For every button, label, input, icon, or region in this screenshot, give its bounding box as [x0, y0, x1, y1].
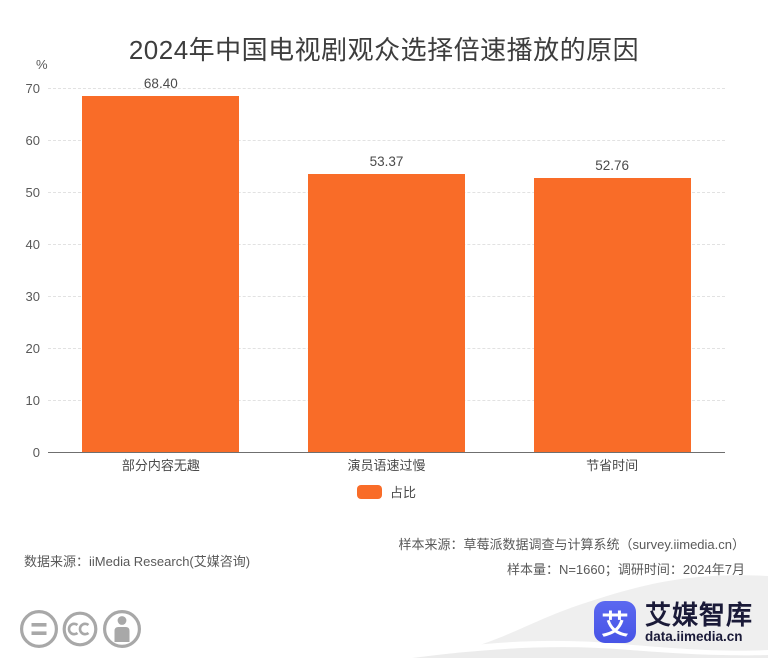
- x-category-label: 部分内容无趣: [121, 458, 200, 473]
- y-tick-label: 70: [25, 81, 40, 96]
- bar: [82, 96, 240, 452]
- y-axis-unit-label: %: [36, 57, 48, 72]
- legend-swatch: [356, 484, 382, 499]
- bar: [308, 174, 465, 452]
- y-tick-label: 50: [25, 185, 40, 200]
- brand-name: 艾媒智库: [645, 600, 754, 630]
- brand-text-block: 艾媒智库 data.iimedia.cn: [645, 601, 753, 645]
- x-category-label: 演员语速过慢: [347, 458, 426, 473]
- brand-domain: data.iimedia.cn: [645, 629, 743, 644]
- y-tick-label: 20: [25, 341, 40, 356]
- bar-chart-plot-area: 0 10 20 30 40 50 60 70 68.40 部分内容无趣 53.37 演员语速过慢 52.…: [25, 76, 725, 473]
- gridline: [48, 88, 725, 89]
- y-tick-label: 40: [25, 237, 40, 252]
- sample-info-line: 样本量：N=1660；调研时间：2024年7月: [506, 562, 745, 577]
- bar: [533, 177, 691, 452]
- sample-source-note: 样本来源：草莓派数据调查与计算系统（survey.iimedia.cn） 样本量…: [399, 532, 745, 582]
- person-icon: [102, 610, 141, 648]
- y-tick-label: 30: [25, 289, 40, 304]
- legend-label: 占比: [389, 485, 416, 500]
- y-tick-label: 10: [25, 393, 40, 408]
- gridline: [48, 140, 725, 141]
- x-axis-line: [48, 452, 725, 453]
- brand-logo: 艾 艾媒智库 data.iimedia.cn: [594, 601, 753, 645]
- equals-icon: [20, 610, 58, 648]
- bar-value-label: 53.37: [369, 154, 404, 170]
- x-category-label: 节省时间: [586, 458, 639, 473]
- brand-logo-icon: 艾: [594, 601, 636, 643]
- data-source-note: 数据来源：iiMedia Research(艾媒咨询): [24, 554, 251, 569]
- creative-commons-icon: [62, 611, 98, 647]
- sample-source-line: 样本来源：草莓派数据调查与计算系统（survey.iimedia.cn）: [398, 537, 745, 552]
- legend: 占比: [0, 482, 768, 501]
- license-icons: [20, 610, 141, 648]
- chart-title: 2024年中国电视剧观众选择倍速播放的原因: [128, 35, 640, 65]
- bar-value-label: 68.40: [143, 76, 178, 92]
- y-tick-label: 0: [32, 445, 40, 460]
- bar-value-label: 52.76: [595, 157, 630, 173]
- y-tick-label: 60: [25, 133, 40, 148]
